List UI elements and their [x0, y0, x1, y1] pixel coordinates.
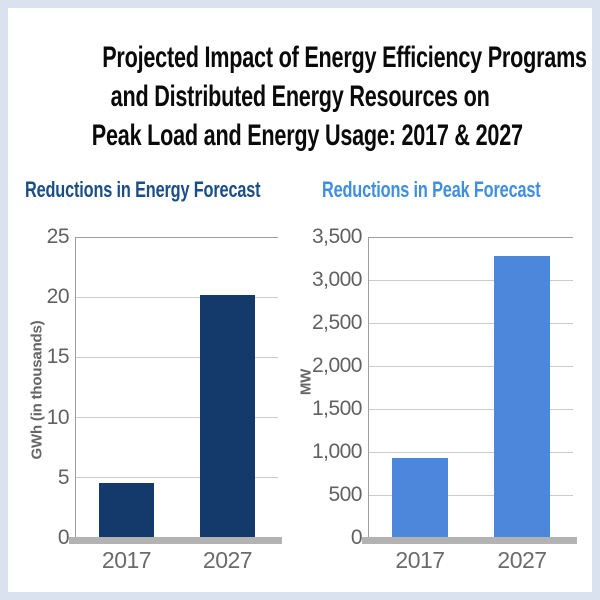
x-tick-label-2017: 2017 — [101, 547, 152, 573]
y-tick-label-1500: 1,500 — [311, 397, 363, 420]
page-title-line-3: Peak Load and Energy Usage: 2017 & 2027 — [8, 116, 592, 155]
page-title-text-3: Peak Load and Energy Usage: 2017 & 2027 — [91, 119, 523, 152]
bar-2017 — [391, 458, 449, 538]
peak-chart-title: Reductions in Peak Forecast — [322, 177, 541, 202]
y-tick-label-25: 25 — [46, 225, 70, 248]
y-tick-label-10: 10 — [46, 405, 70, 429]
gridline-2500 — [369, 322, 573, 324]
x-axis-baseline — [69, 537, 282, 544]
energy-y-axis-label: GWh (in thousands) — [28, 320, 46, 460]
bar-2027 — [199, 294, 256, 538]
bar-2017 — [98, 482, 155, 538]
gridline-10 — [76, 417, 278, 419]
bar-2027 — [493, 255, 551, 538]
energy-chart-plot-area: 0 5 10 15 20 25 2017 2027 — [47, 225, 282, 573]
page-title: Projected Impact of Energy Efficiency Pr… — [8, 38, 592, 155]
gridline-20 — [76, 296, 278, 298]
y-tick-label-0: 0 — [350, 526, 363, 549]
x-tick-label-2027: 2027 — [202, 547, 253, 573]
gridline-500 — [369, 494, 573, 496]
page-title-line-2: and Distributed Energy Resources on — [8, 77, 592, 116]
gridline-5 — [76, 477, 278, 479]
gridline-1000 — [369, 451, 573, 453]
page-title-text-2: and Distributed Energy Resources on — [110, 80, 490, 113]
energy-chart-title: Reductions in Energy Forecast — [25, 177, 261, 202]
x-axis-baseline — [362, 537, 577, 544]
y-tick-label-1000: 1,000 — [311, 440, 363, 463]
peak-chart-plot-area: 0 500 1,000 1,500 2,000 2,500 3,000 3,500 2017 20… — [312, 225, 577, 573]
gridline-3000 — [369, 279, 573, 281]
page-title-text-1: Projected Impact of Energy Efficiency Pr… — [102, 41, 587, 74]
gridline-1500 — [369, 408, 573, 410]
x-tick-label-2027: 2027 — [497, 547, 547, 573]
gridline-2000 — [369, 365, 573, 367]
gridline-3500 — [369, 236, 573, 238]
y-tick-label-2000: 2,000 — [311, 354, 363, 377]
y-tick-label-3500: 3,500 — [311, 225, 363, 248]
page-title-line-1: Projected Impact of Energy Efficiency Pr… — [8, 38, 592, 77]
y-tick-label-3000: 3,000 — [311, 268, 363, 291]
y-tick-label-15: 15 — [46, 345, 70, 369]
y-tick-label-500: 500 — [328, 483, 362, 506]
y-tick-label-5: 5 — [57, 465, 70, 489]
x-tick-label-2017: 2017 — [395, 547, 445, 573]
y-tick-label-0: 0 — [57, 526, 70, 549]
gridline-15 — [76, 356, 278, 358]
gridline-25 — [76, 236, 278, 238]
y-tick-label-20: 20 — [46, 285, 70, 309]
y-tick-label-2500: 2,500 — [311, 311, 363, 334]
